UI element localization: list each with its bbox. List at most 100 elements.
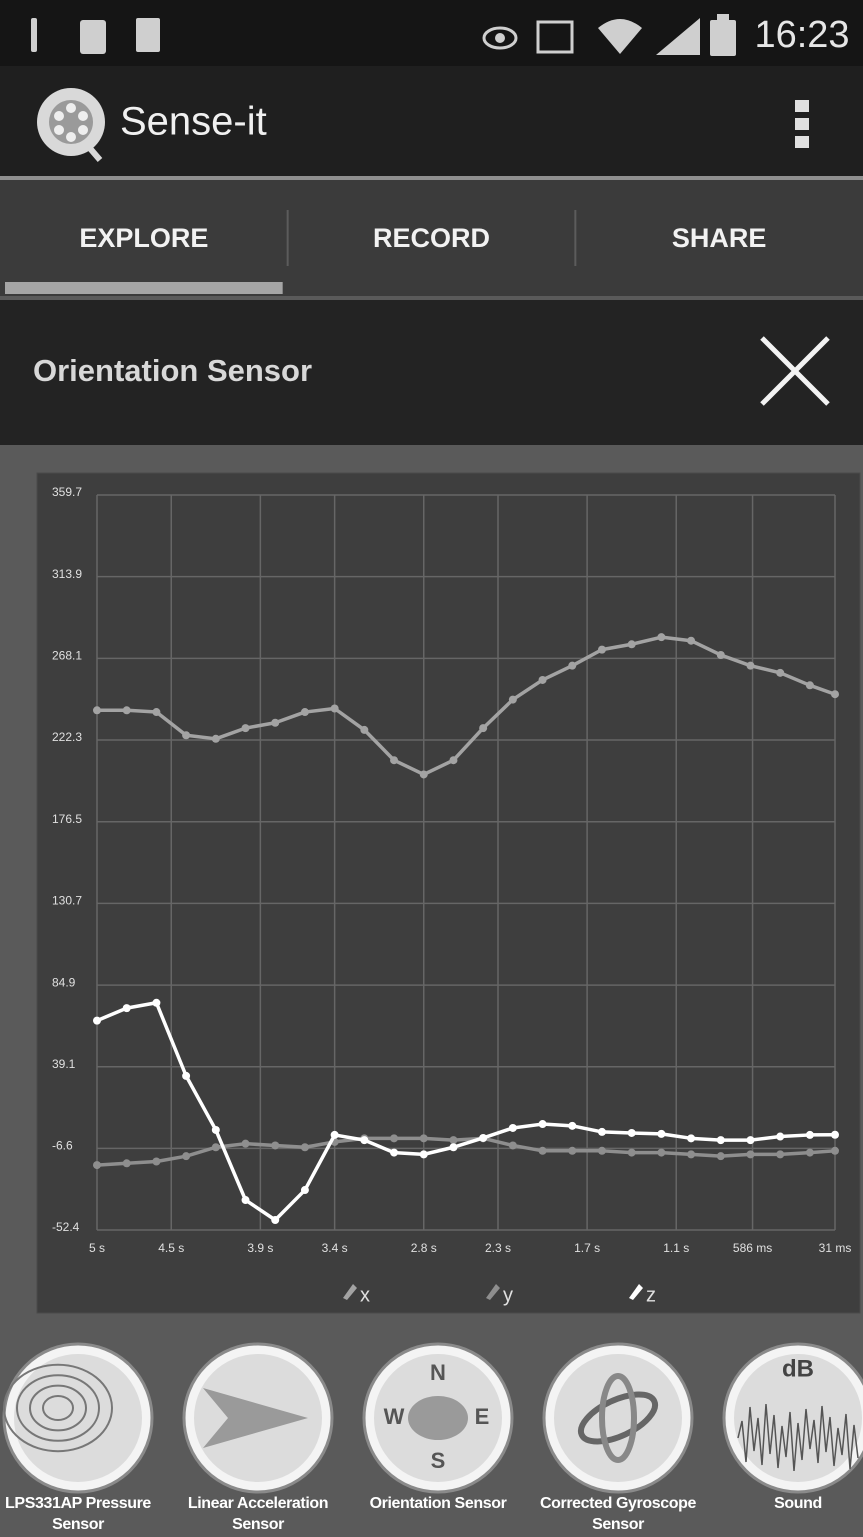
data-point [390, 1149, 398, 1157]
x-tick-label: 2.8 s [411, 1241, 437, 1255]
data-point [568, 662, 576, 670]
data-point [390, 1134, 398, 1142]
tab-indicator [5, 282, 283, 294]
screen: 16:23 Sense-it EXPLORE RECORD SHARE Orient… [0, 0, 863, 1537]
y-tick-label: 268.1 [52, 649, 82, 663]
data-point [479, 1134, 487, 1142]
divider [0, 176, 863, 180]
data-point [182, 1152, 190, 1160]
tab-label[interactable]: EXPLORE [79, 223, 208, 253]
data-point [628, 1149, 636, 1157]
y-tick-label: 313.9 [52, 567, 82, 581]
legend-label: z [646, 1284, 656, 1306]
compass-letter: S [431, 1448, 446, 1473]
data-point [212, 735, 220, 743]
tab-label[interactable]: RECORD [373, 223, 490, 253]
y-tick-label: -6.6 [52, 1138, 73, 1152]
data-point [449, 756, 457, 764]
panel-title: Orientation Sensor [33, 353, 312, 388]
y-tick-label: 130.7 [52, 894, 82, 908]
data-point [806, 1131, 814, 1139]
x-tick-label: 1.1 s [663, 1241, 689, 1255]
data-point [746, 1150, 754, 1158]
data-point [539, 676, 547, 684]
data-point [242, 724, 250, 732]
data-point [598, 1128, 606, 1136]
data-point [449, 1136, 457, 1144]
data-point [657, 1149, 665, 1157]
data-point [776, 669, 784, 677]
page: 16:23 Sense-it EXPLORE RECORD SHARE Orient… [0, 0, 863, 1537]
sensor-label[interactable]: Corrected Gyroscope Sensor [523, 1493, 713, 1535]
data-point [420, 1134, 428, 1142]
x-tick-label: 3.9 s [247, 1241, 273, 1255]
data-point [687, 637, 695, 645]
data-point [831, 690, 839, 698]
data-point [657, 633, 665, 641]
legend-label: y [503, 1284, 513, 1306]
sensor-label[interactable]: LPS331AP Pressure Sensor [0, 1493, 173, 1535]
data-point [360, 1136, 368, 1144]
data-point [331, 704, 339, 712]
data-point [539, 1147, 547, 1155]
data-point [152, 708, 160, 716]
data-point [182, 731, 190, 739]
data-point [123, 1004, 131, 1012]
data-point [831, 1131, 839, 1139]
y-tick-label: 84.9 [52, 975, 76, 989]
data-point [806, 1149, 814, 1157]
sensor-label[interactable]: Linear Acceleration Sensor [163, 1493, 353, 1535]
sensor-label[interactable]: Sound [703, 1493, 863, 1514]
data-point [598, 646, 606, 654]
data-point [301, 1186, 309, 1194]
data-point [628, 640, 636, 648]
data-point [242, 1140, 250, 1148]
data-point [93, 1017, 101, 1025]
data-point [568, 1147, 576, 1155]
y-tick-label: -52.4 [52, 1220, 80, 1234]
data-point [271, 1216, 279, 1224]
data-point [717, 651, 725, 659]
data-point [123, 1159, 131, 1167]
data-point [568, 1122, 576, 1130]
x-tick-label: 2.3 s [485, 1241, 511, 1255]
data-point [717, 1152, 725, 1160]
data-point [598, 1147, 606, 1155]
x-tick-label: 5 s [89, 1241, 105, 1255]
y-tick-label: 39.1 [52, 1057, 76, 1071]
y-tick-label: 222.3 [52, 730, 82, 744]
data-point [420, 770, 428, 778]
data-point [360, 726, 368, 734]
x-tick-label: 31 ms [819, 1241, 852, 1255]
data-point [509, 696, 517, 704]
x-tick-label: 4.5 s [158, 1241, 184, 1255]
data-point [93, 1161, 101, 1169]
status-time: 16:23 [754, 14, 849, 56]
x-tick-label: 1.7 s [574, 1241, 600, 1255]
data-point [123, 706, 131, 714]
data-point [301, 708, 309, 716]
data-point [93, 706, 101, 714]
data-point [152, 999, 160, 1007]
screen-graphics: 16:23 Sense-it EXPLORE RECORD SHARE Orient… [0, 0, 863, 1537]
sensor-label[interactable]: Orientation Sensor [343, 1493, 533, 1514]
data-point [717, 1136, 725, 1144]
data-point [449, 1143, 457, 1151]
data-point [831, 1147, 839, 1155]
data-point [331, 1131, 339, 1139]
data-point [687, 1134, 695, 1142]
x-tick-label: 3.4 s [322, 1241, 348, 1255]
data-point [420, 1150, 428, 1158]
overflow-menu[interactable] [795, 100, 809, 148]
data-point [509, 1124, 517, 1132]
tab-label[interactable]: SHARE [672, 223, 767, 253]
data-point [479, 724, 487, 732]
sound-label: dB [782, 1355, 814, 1382]
icon-art [408, 1396, 468, 1440]
data-point [301, 1143, 309, 1151]
data-point [776, 1150, 784, 1158]
data-point [152, 1158, 160, 1166]
app-title: Sense-it [120, 100, 267, 144]
y-tick-label: 176.5 [52, 812, 82, 826]
